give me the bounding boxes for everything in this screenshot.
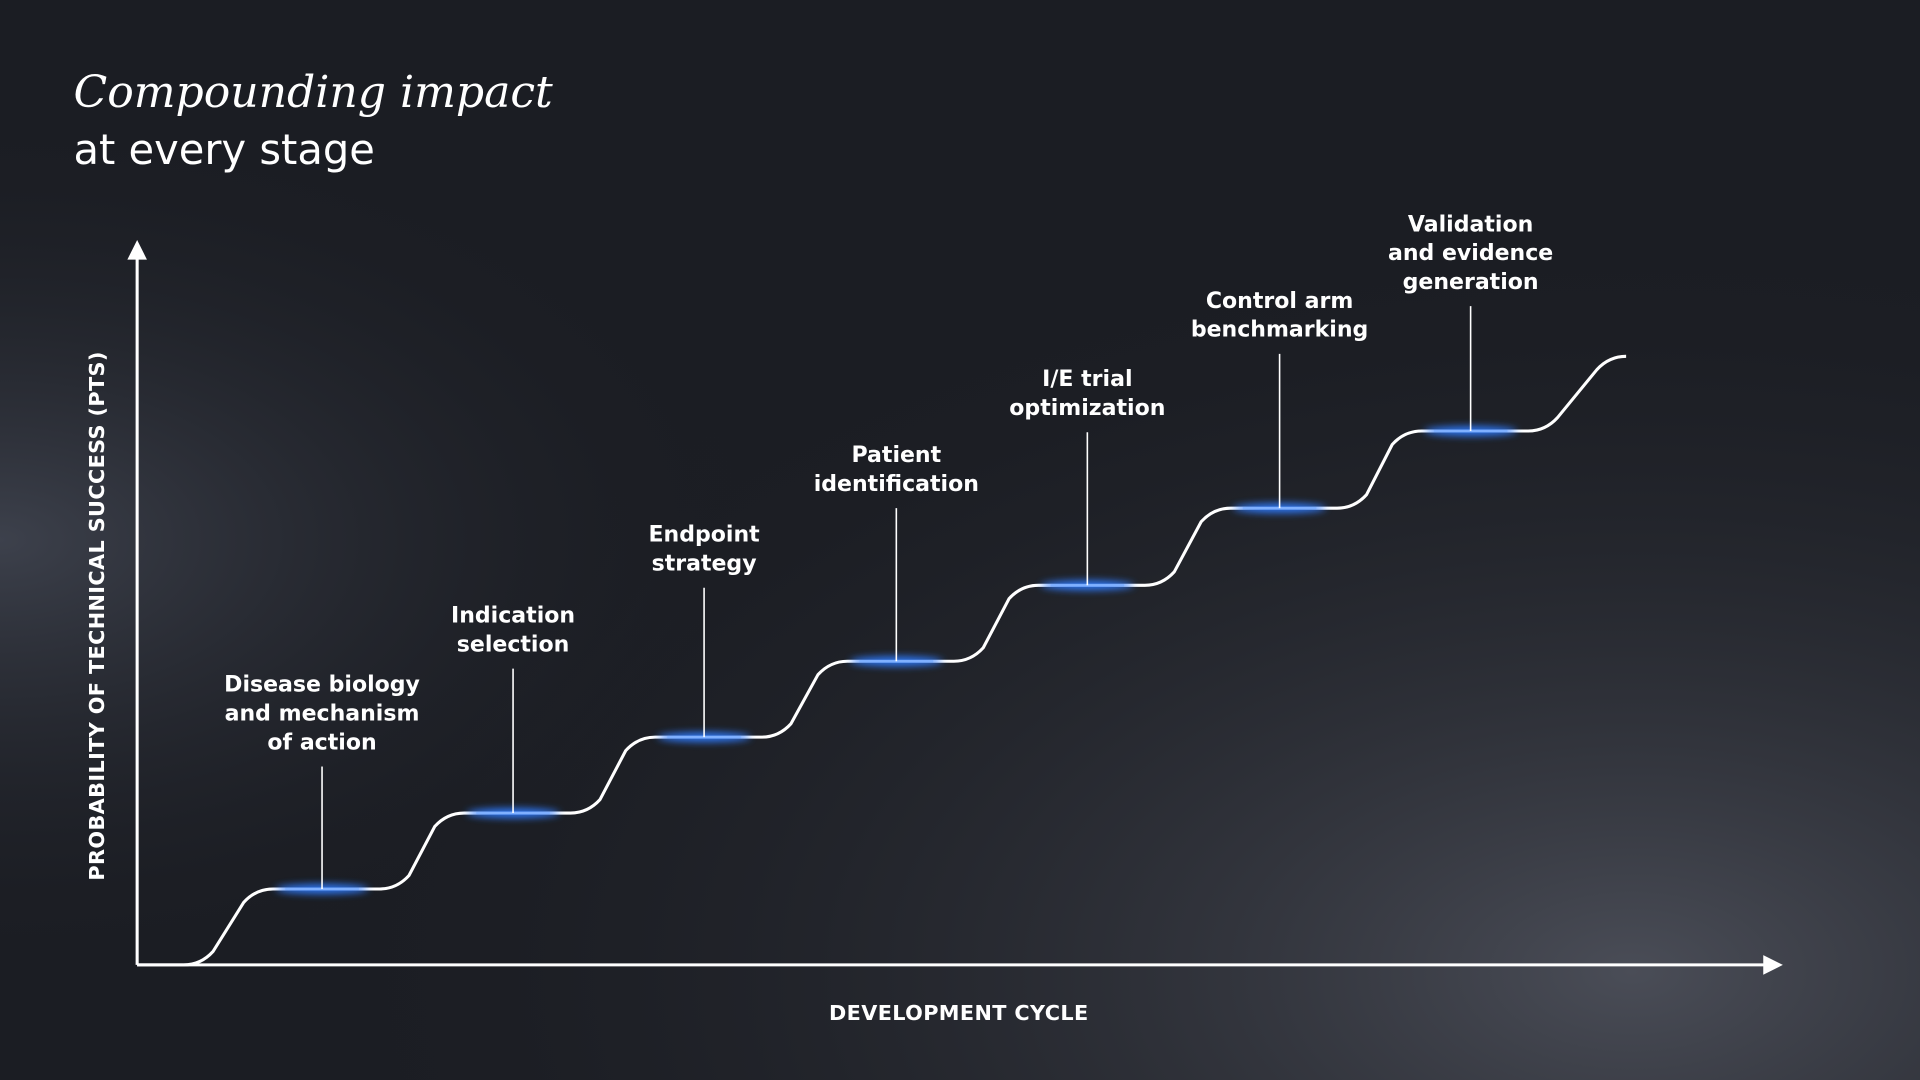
staircase: Disease biology and mechanism of action Ind… [137,212,1920,967]
stage-label: identification [814,472,979,497]
y-axis-label: PROBABILITY OF TECHNICAL SUCCESS (PTS) [85,351,109,880]
stage-label: and mechanism [225,701,420,726]
stage-label: generation [1403,270,1539,295]
stage-label: Endpoint [648,523,760,548]
stage-label: strategy [652,551,757,576]
stage-label: optimization [1009,396,1165,421]
title-emphasis: Compounding impact [73,67,553,118]
stage-label: Patient [851,443,941,468]
title: at every stage [73,125,374,174]
stage-label: and evidence [1388,241,1553,266]
stage-label: I/E trial [1042,367,1132,392]
x-axis-label: DEVELOPMENT CYCLE [829,1001,1088,1025]
x-axis-arrow [1763,955,1783,975]
step-line [137,354,1627,967]
stage-label: Validation [1408,212,1533,237]
stage-label: Disease biology [224,673,420,698]
y-axis-arrow [127,240,147,260]
stage-label: benchmarking [1191,318,1369,343]
stage-label: Indication [451,604,575,629]
stage-label: of action [267,730,376,755]
stage-label: Control arm [1206,289,1353,314]
stage-label: selection [457,632,570,657]
